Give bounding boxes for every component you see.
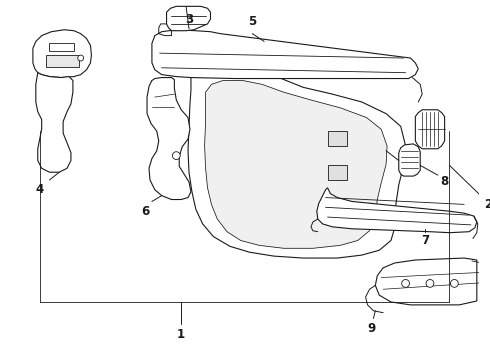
- Circle shape: [78, 55, 84, 61]
- Polygon shape: [375, 258, 477, 305]
- Polygon shape: [205, 81, 387, 248]
- Polygon shape: [327, 165, 347, 180]
- Text: 7: 7: [421, 234, 429, 247]
- Circle shape: [172, 152, 180, 159]
- Polygon shape: [317, 188, 477, 233]
- Text: 9: 9: [368, 322, 375, 335]
- Polygon shape: [36, 73, 73, 172]
- Polygon shape: [49, 44, 74, 51]
- Text: 3: 3: [185, 13, 193, 26]
- Circle shape: [450, 279, 458, 287]
- Polygon shape: [167, 6, 211, 31]
- Circle shape: [426, 279, 434, 287]
- Polygon shape: [416, 110, 444, 149]
- Text: 4: 4: [36, 183, 44, 196]
- Text: 8: 8: [441, 175, 449, 188]
- Text: 1: 1: [177, 328, 185, 341]
- Polygon shape: [399, 144, 420, 176]
- Text: 2: 2: [485, 198, 490, 211]
- Polygon shape: [147, 77, 191, 199]
- Polygon shape: [188, 61, 406, 258]
- Text: 6: 6: [141, 205, 149, 218]
- Polygon shape: [152, 30, 418, 78]
- Circle shape: [402, 279, 410, 287]
- Polygon shape: [46, 55, 79, 67]
- Text: 5: 5: [248, 15, 257, 28]
- Polygon shape: [327, 131, 347, 146]
- Polygon shape: [33, 30, 92, 77]
